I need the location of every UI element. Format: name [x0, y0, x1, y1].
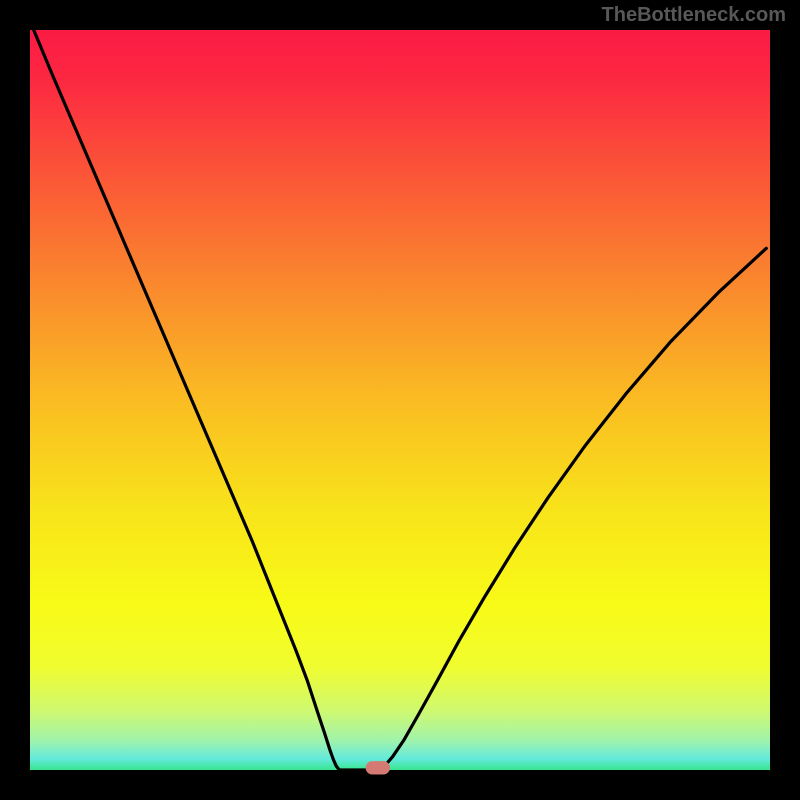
chart-frame: TheBottleneck.com [0, 0, 800, 800]
bottleneck-chart-svg [0, 0, 800, 800]
watermark-text: TheBottleneck.com [602, 4, 786, 27]
chart-plot-background [30, 30, 770, 770]
optimum-marker [366, 761, 390, 774]
